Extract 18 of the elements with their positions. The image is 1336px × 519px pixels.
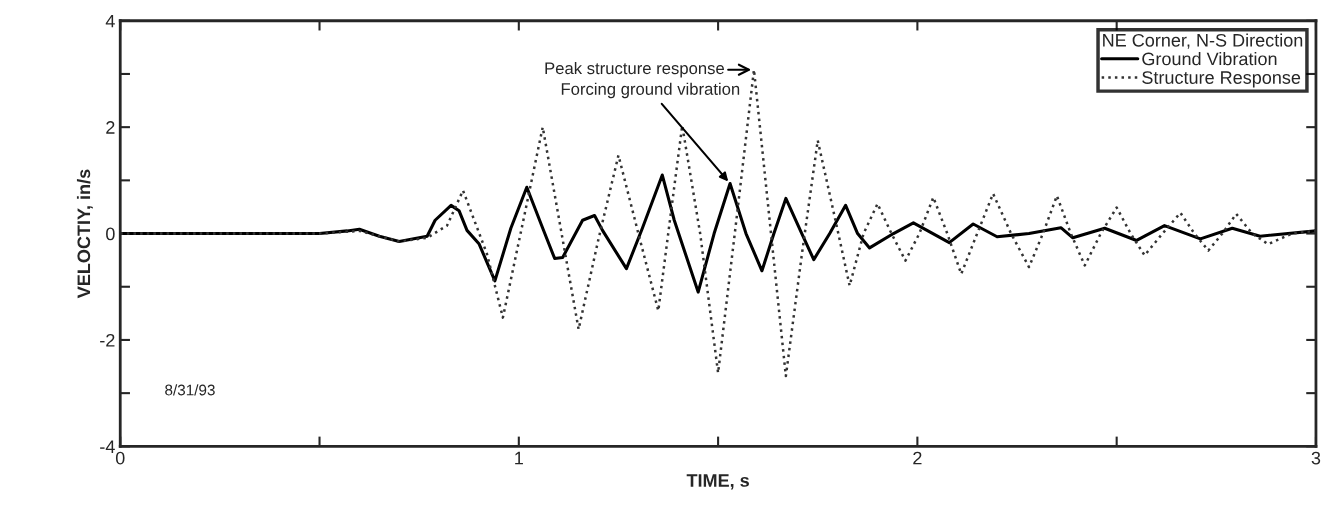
x-tick-label: 2 <box>913 451 922 465</box>
y-axis-title: VELOCTIY, in/s <box>76 169 93 299</box>
y-tick-label: 4 <box>105 14 115 28</box>
y-tick-label: 2 <box>106 121 115 134</box>
x-tick-label: 1 <box>515 451 523 465</box>
legend-label: Structure Response <box>1142 71 1301 88</box>
legend-label: Ground Vibration <box>1142 52 1277 66</box>
y-tick-label: -4 <box>100 440 115 453</box>
x-tick-label: 3 <box>1311 451 1321 465</box>
annotation: Forcing ground vibration <box>561 82 740 99</box>
line-series <box>120 173 1316 294</box>
x-axis-title: TIME, s <box>686 474 749 490</box>
annotation: Peak structure response <box>545 61 724 78</box>
y-tick-label: 0 <box>106 227 115 241</box>
y-tick-label: -2 <box>100 333 115 347</box>
annotation: 8/31/93 <box>165 384 215 396</box>
legend-title: NE Corner, N-S Direction <box>1103 33 1303 49</box>
x-tick-label: 0 <box>115 451 125 465</box>
